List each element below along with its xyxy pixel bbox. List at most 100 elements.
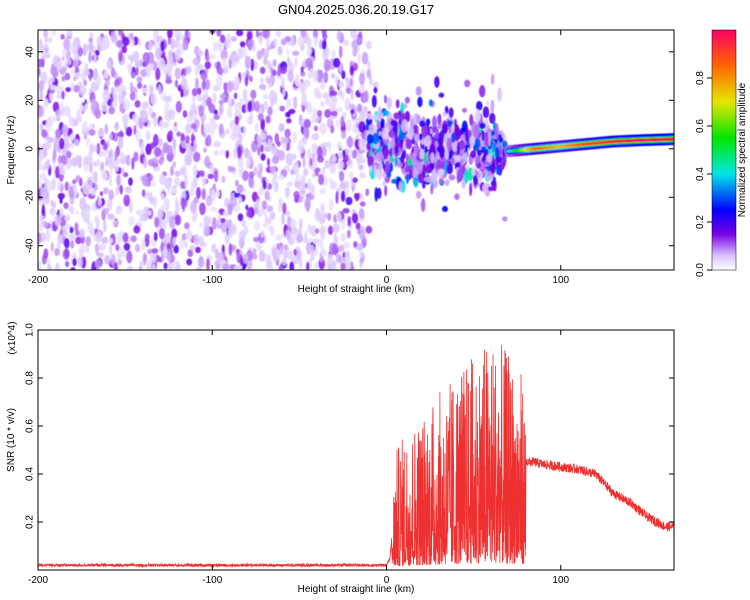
- heatmap-cell: [145, 259, 153, 266]
- heatmap-cell: [206, 258, 210, 270]
- heatmap-cell: [455, 161, 462, 168]
- heatmap-cell: [153, 146, 162, 157]
- heatmap-cell: [50, 77, 55, 83]
- heatmap-cell: [232, 129, 239, 136]
- heatmap-cell: [38, 88, 41, 100]
- heatmap-cell: [286, 181, 294, 187]
- heatmap-cell: [194, 45, 199, 56]
- heatmap-cell: [446, 137, 452, 152]
- heatmap-cell: [321, 40, 327, 50]
- heatmap-cell: [490, 99, 495, 114]
- heatmap-cell: [426, 153, 430, 166]
- heatmap-cell: [203, 230, 210, 237]
- heatmap-cell: [171, 187, 178, 194]
- x-tick-label: 100: [552, 575, 569, 586]
- heatmap-cell: [254, 100, 260, 112]
- heatmap-cell: [96, 36, 104, 46]
- heatmap-cell: [343, 154, 349, 163]
- heatmap-cell: [89, 161, 93, 174]
- heatmap-cell: [271, 155, 280, 165]
- heatmap-cell: [425, 118, 431, 126]
- heatmap-cell: [380, 118, 385, 128]
- heatmap-cell: [272, 59, 277, 67]
- heatmap-cell: [107, 213, 115, 220]
- heatmap-cell: [217, 251, 224, 262]
- heatmap-cell: [474, 137, 481, 149]
- heatmap-cell: [122, 113, 130, 125]
- heatmap-cell: [307, 181, 314, 192]
- heatmap-cell: [239, 257, 244, 267]
- heatmap-cell: [297, 36, 304, 47]
- heatmap-cell: [373, 86, 378, 94]
- heatmap-cell: [122, 36, 130, 47]
- heatmap-cell: [461, 158, 465, 166]
- heatmap-cell: [277, 149, 286, 161]
- heatmap-cell: [43, 30, 49, 39]
- heatmap-cell: [389, 147, 393, 157]
- heatmap-cell: [297, 76, 301, 88]
- heatmap-cell: [221, 175, 226, 184]
- heatmap-cell: [137, 219, 142, 228]
- heatmap-cell: [207, 173, 215, 179]
- heatmap-cell: [70, 68, 76, 75]
- heatmap-cell: [237, 146, 242, 160]
- heatmap-cell: [204, 123, 212, 134]
- heatmap-cell: [103, 207, 110, 215]
- heatmap-cell: [367, 60, 371, 69]
- heatmap-cell: [275, 30, 282, 38]
- heatmap-cell: [130, 37, 135, 47]
- heatmap-cell: [235, 179, 239, 187]
- heatmap-cell: [472, 132, 479, 138]
- heatmap-cell: [404, 110, 411, 123]
- heatmap-cell: [264, 190, 270, 201]
- y-tick-label: 0.2: [25, 515, 36, 529]
- heatmap-cell: [184, 240, 188, 249]
- heatmap-cell: [382, 110, 390, 116]
- heatmap-cell: [250, 89, 257, 100]
- heatmap-cell: [436, 146, 441, 152]
- heatmap-cell: [159, 174, 167, 186]
- heatmap-cell: [87, 216, 91, 229]
- heatmap-cell: [502, 216, 508, 222]
- heatmap-cell: [142, 52, 150, 64]
- heatmap-cell: [242, 47, 248, 59]
- heatmap-cell: [376, 187, 382, 200]
- heatmap-cells: [38, 30, 674, 270]
- heatmap-cell: [454, 118, 457, 130]
- heatmap-cell: [246, 30, 253, 40]
- heatmap-cell: [136, 82, 143, 89]
- heatmap-cell: [285, 229, 291, 241]
- heatmap-cell: [86, 137, 90, 147]
- heatmap-cell: [189, 201, 197, 214]
- heatmap-cell: [475, 101, 483, 111]
- heatmap-cell: [411, 151, 418, 167]
- heatmap-cell: [322, 142, 330, 148]
- heatmap-cell: [99, 191, 104, 197]
- heatmap-cell: [438, 168, 445, 175]
- heatmap-cell: [103, 70, 109, 79]
- heatmap-cell: [167, 261, 173, 270]
- heatmap-cell: [247, 39, 254, 49]
- heatmap-cell: [230, 36, 237, 42]
- heatmap-cell: [199, 202, 206, 216]
- heatmap-x-ticks: -200 -100 0 100: [28, 30, 570, 286]
- heatmap-cell: [371, 95, 377, 108]
- heatmap-cell: [292, 96, 298, 104]
- heatmap-cell: [350, 90, 354, 101]
- heatmap-cell: [43, 248, 49, 260]
- heatmap-cell: [182, 38, 189, 51]
- heatmap-cell: [185, 123, 192, 134]
- heatmap-cell: [74, 154, 82, 167]
- heatmap-cell: [126, 250, 133, 264]
- heatmap-cell: [316, 91, 323, 100]
- heatmap-cell: [232, 148, 238, 159]
- heatmap-cell: [174, 67, 182, 80]
- heatmap-cell: [438, 92, 445, 98]
- heatmap-cell: [72, 258, 77, 267]
- heatmap-cell: [203, 215, 210, 228]
- heatmap-cell: [81, 120, 88, 133]
- heatmap-cell: [365, 40, 372, 50]
- heatmap-cell: [339, 182, 346, 190]
- heatmap-cell: [490, 162, 496, 175]
- heatmap-cell: [263, 57, 268, 66]
